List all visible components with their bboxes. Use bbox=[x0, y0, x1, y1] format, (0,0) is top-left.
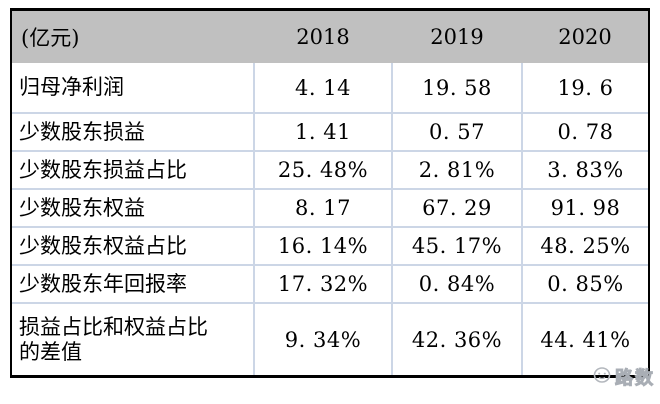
value-cell: 3. 83% bbox=[521, 150, 648, 190]
value-cell: 19. 58 bbox=[391, 63, 523, 114]
watermark: 路数 bbox=[592, 364, 655, 390]
row-label-cell: 少数股东权益占比 bbox=[12, 226, 255, 266]
value-cell: 67. 29 bbox=[391, 188, 523, 228]
row-label-cell: 少数股东损益占比 bbox=[12, 150, 255, 190]
row-label-cell: 少数股东损益 bbox=[12, 112, 255, 152]
table-row: 少数股东年回报率 17. 32% 0. 84% 0. 85% bbox=[12, 264, 648, 304]
year-header-2020: 2020 bbox=[522, 11, 648, 63]
value-cell: 0. 57 bbox=[391, 112, 523, 152]
value-cell: 16. 14% bbox=[253, 226, 393, 266]
value-cell: 1. 41 bbox=[253, 112, 393, 152]
value-cell: 8. 17 bbox=[253, 188, 393, 228]
value-cell: 91. 98 bbox=[521, 188, 648, 228]
value-cell: 4. 14 bbox=[253, 63, 393, 114]
table-row: 少数股东损益占比 25. 48% 2. 81% 3. 83% bbox=[12, 150, 648, 190]
value-cell: 45. 17% bbox=[391, 226, 523, 266]
year-header-2018: 2018 bbox=[254, 11, 392, 63]
financial-table: (亿元) 2018 2019 2020 归母净利润 4. 14 19. 58 1… bbox=[12, 11, 648, 375]
financial-table-frame: (亿元) 2018 2019 2020 归母净利润 4. 14 19. 58 1… bbox=[10, 8, 650, 378]
value-cell: 25. 48% bbox=[253, 150, 393, 190]
value-cell: 19. 6 bbox=[521, 63, 648, 114]
value-cell: 9. 34% bbox=[253, 302, 393, 375]
row-label-cell: 损益占比和权益占比 的差值 bbox=[12, 302, 255, 375]
value-cell: 0. 84% bbox=[391, 264, 523, 304]
row-label-cell: 归母净利润 bbox=[12, 63, 255, 114]
table-row: 损益占比和权益占比 的差值 9. 34% 42. 36% 44. 41% bbox=[12, 302, 648, 375]
value-cell: 42. 36% bbox=[391, 302, 523, 375]
table-row: 少数股东权益 8. 17 67. 29 91. 98 bbox=[12, 188, 648, 228]
value-cell: 0. 78 bbox=[521, 112, 648, 152]
value-cell: 44. 41% bbox=[521, 302, 648, 375]
value-cell: 48. 25% bbox=[521, 226, 648, 266]
value-cell: 17. 32% bbox=[253, 264, 393, 304]
row-label-cell: 少数股东权益 bbox=[12, 188, 255, 228]
table-row: 归母净利润 4. 14 19. 58 19. 6 bbox=[12, 63, 648, 114]
table-row: 少数股东损益 1. 41 0. 57 0. 78 bbox=[12, 112, 648, 152]
table-header-row: (亿元) 2018 2019 2020 bbox=[12, 11, 648, 63]
table-row: 少数股东权益占比 16. 14% 45. 17% 48. 25% bbox=[12, 226, 648, 266]
value-cell: 0. 85% bbox=[521, 264, 648, 304]
year-header-2019: 2019 bbox=[392, 11, 522, 63]
row-label-cell: 少数股东年回报率 bbox=[12, 264, 255, 304]
unit-header-cell: (亿元) bbox=[12, 11, 254, 63]
value-cell: 2. 81% bbox=[391, 150, 523, 190]
watermark-logo-icon bbox=[592, 366, 612, 388]
watermark-text: 路数 bbox=[615, 368, 655, 390]
